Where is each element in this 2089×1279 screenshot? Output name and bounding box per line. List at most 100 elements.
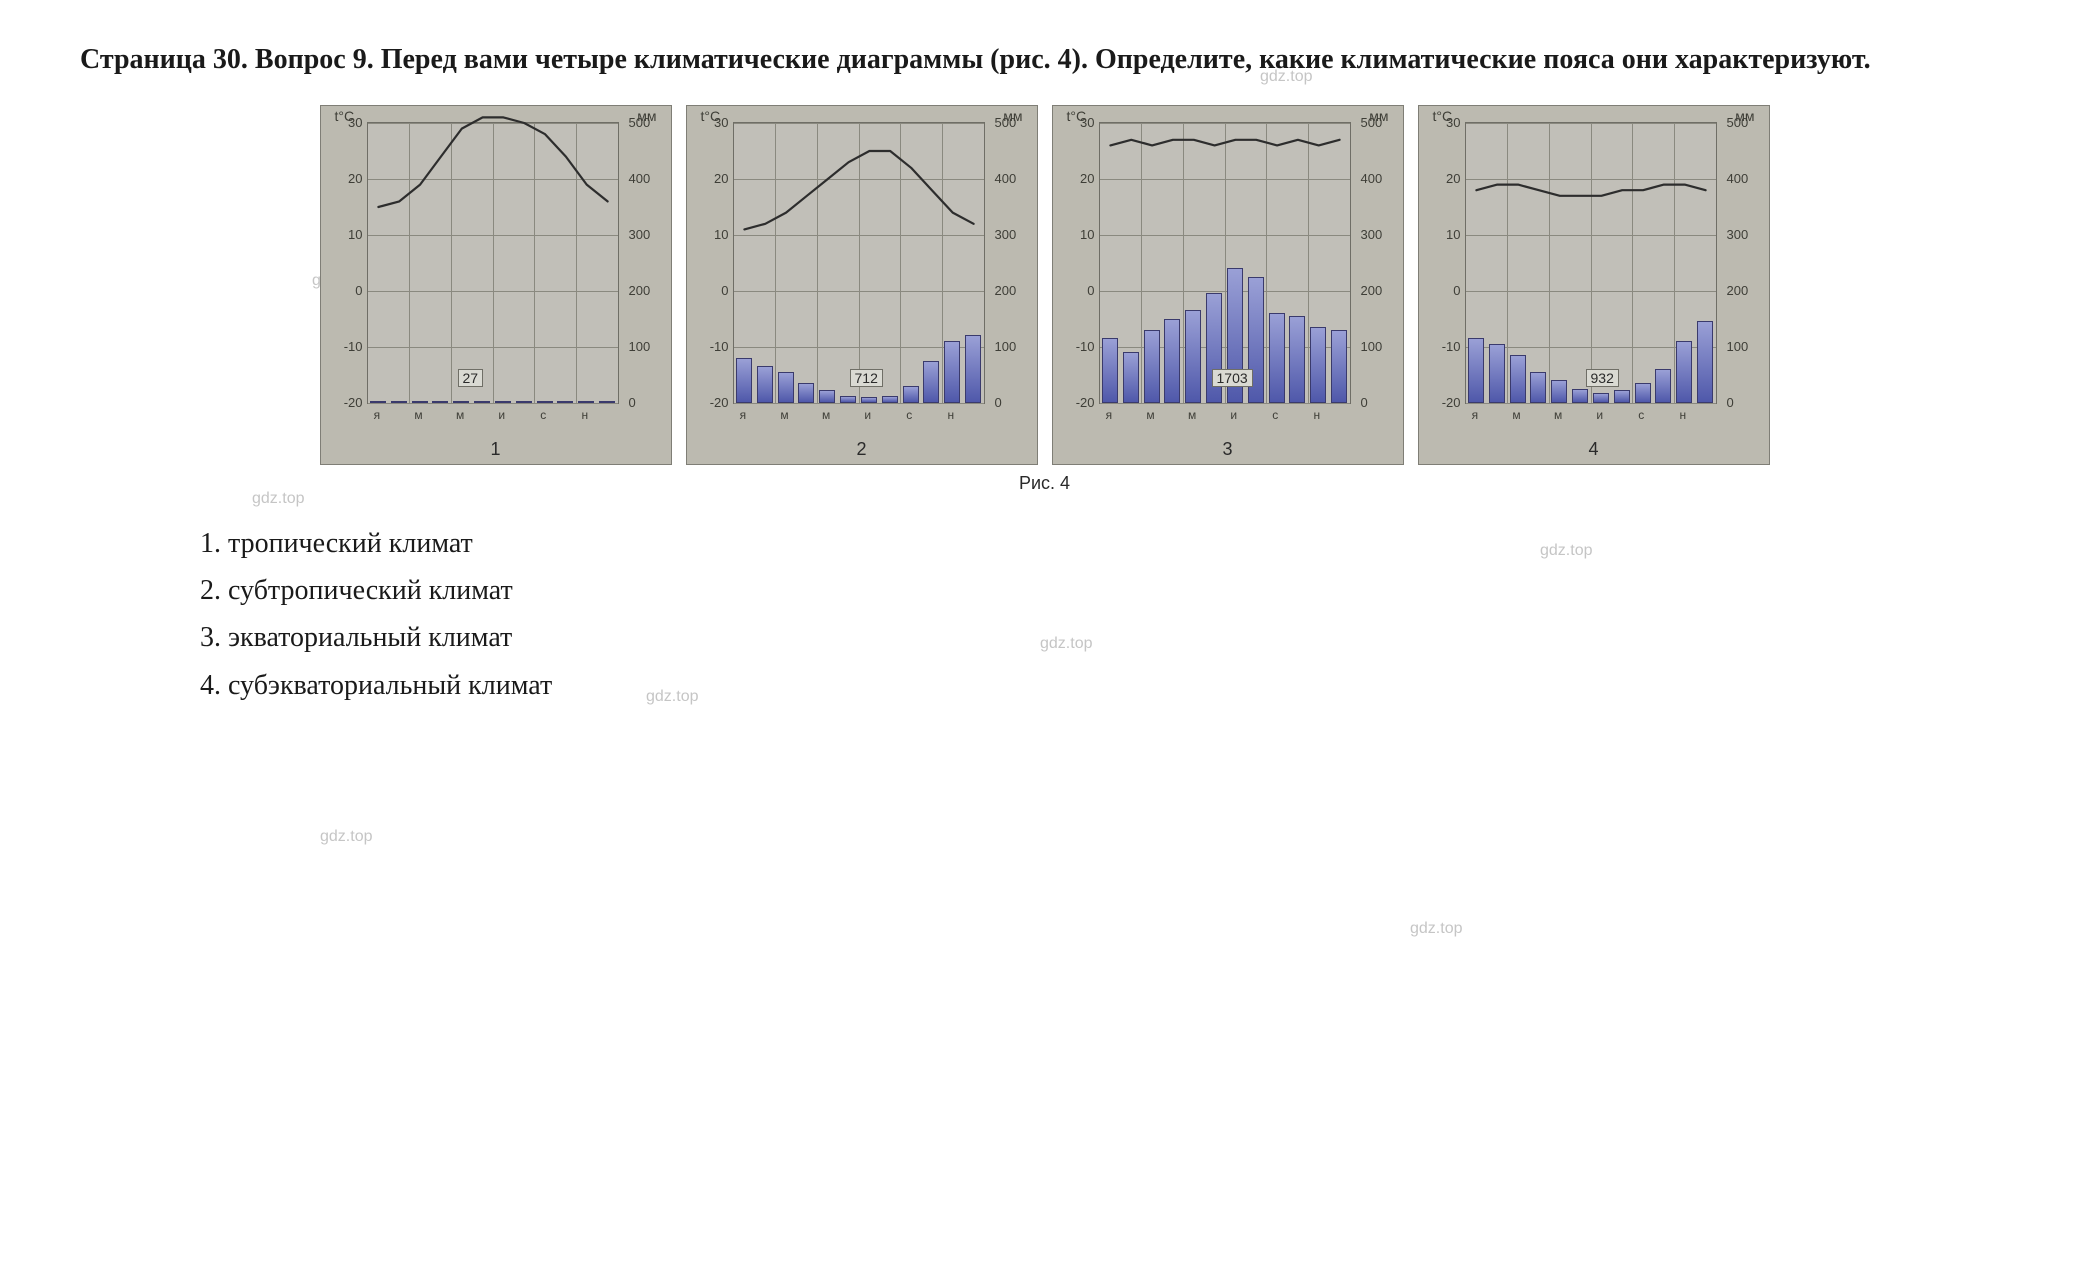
precip-tick: 300	[995, 227, 1035, 242]
precip-bar	[474, 401, 490, 403]
grid-line	[775, 123, 776, 403]
month-label: м	[1182, 408, 1203, 422]
precip-bar	[1489, 344, 1505, 403]
month-label	[1286, 408, 1307, 422]
month-label	[1693, 408, 1714, 422]
month-label: н	[574, 408, 595, 422]
answer-item: 2. субтропический климат	[200, 569, 2009, 612]
month-label	[512, 408, 533, 422]
precip-bar	[516, 401, 532, 403]
precip-bar	[1655, 369, 1671, 403]
grid-line	[859, 123, 860, 403]
month-label: и	[1223, 408, 1244, 422]
temp-tick: -20	[1055, 395, 1095, 410]
grid-line	[1266, 123, 1267, 403]
month-label: и	[491, 408, 512, 422]
precip-tick: 0	[629, 395, 669, 410]
precip-bar	[1185, 310, 1201, 402]
month-label: м	[1506, 408, 1527, 422]
question-text: Страница 30. Вопрос 9. Перед вами четыре…	[80, 44, 1871, 75]
precip-bar	[1269, 313, 1285, 403]
climate-chart-3: t°Cмм3020100-10-2050040030020010001703ям…	[1052, 105, 1404, 465]
precip-tick: 0	[1727, 395, 1767, 410]
month-label	[961, 408, 982, 422]
month-label: н	[940, 408, 961, 422]
temp-tick: 0	[689, 283, 729, 298]
temp-tick: -20	[1421, 395, 1461, 410]
grid-line	[942, 123, 943, 403]
answer-item: 4. субэкваториальный климат	[200, 664, 2009, 707]
grid-line	[1591, 123, 1592, 403]
temp-tick: -10	[323, 339, 363, 354]
precip-bar	[1331, 330, 1347, 403]
temp-tick: 30	[689, 115, 729, 130]
precip-tick: 400	[1361, 171, 1401, 186]
precip-bar	[840, 396, 856, 403]
temp-tick: 0	[1055, 283, 1095, 298]
plot-area: 932	[1465, 122, 1717, 404]
grid-line	[1632, 123, 1633, 403]
month-row: яммисн	[1465, 408, 1715, 422]
month-label: я	[733, 408, 754, 422]
month-label: и	[1589, 408, 1610, 422]
month-label	[878, 408, 899, 422]
precip-tick: 400	[995, 171, 1035, 186]
precip-bar	[1102, 338, 1118, 402]
answer-item: 1. тропический климат	[200, 522, 2009, 565]
precip-bar	[1593, 393, 1609, 403]
month-label: я	[367, 408, 388, 422]
grid-line	[534, 123, 535, 403]
precip-bar	[537, 401, 553, 403]
precip-bar	[1164, 319, 1180, 403]
precip-tick: 0	[1361, 395, 1401, 410]
annual-total: 1703	[1212, 369, 1253, 387]
question-block: Страница 30. Вопрос 9. Перед вами четыре…	[80, 40, 2009, 81]
answer-text: тропический климат	[228, 528, 473, 559]
precip-bar	[1310, 327, 1326, 403]
precip-tick: 100	[1361, 339, 1401, 354]
precip-tick: 200	[1361, 283, 1401, 298]
charts-row: t°Cмм3020100-10-20500400300200100027ямми…	[80, 105, 2009, 465]
watermark: gdz.top	[1410, 920, 1462, 938]
month-label	[470, 408, 491, 422]
climate-chart-2: t°Cмм3020100-10-205004003002001000712ямм…	[686, 105, 1038, 465]
grid-line	[1225, 123, 1226, 403]
plot-area: 712	[733, 122, 985, 404]
month-label	[595, 408, 616, 422]
precip-bar	[557, 401, 573, 403]
grid-line	[900, 123, 901, 403]
temp-tick: -20	[323, 395, 363, 410]
precip-bar	[1510, 355, 1526, 403]
month-label	[1568, 408, 1589, 422]
temp-tick: 0	[323, 283, 363, 298]
temp-tick: 20	[323, 171, 363, 186]
month-row: яммисн	[733, 408, 983, 422]
grid-line	[1674, 123, 1675, 403]
precip-tick: 300	[1361, 227, 1401, 242]
precip-bar	[778, 372, 794, 403]
answer-item: 3. экваториальный климат	[200, 616, 2009, 659]
temp-tick: -10	[1055, 339, 1095, 354]
panel-number: 2	[687, 439, 1037, 460]
temp-tick: 20	[689, 171, 729, 186]
annual-total: 712	[850, 369, 883, 387]
precip-bar	[412, 401, 428, 403]
month-label	[429, 408, 450, 422]
precip-tick: 100	[629, 339, 669, 354]
month-label	[1652, 408, 1673, 422]
precip-tick: 300	[1727, 227, 1767, 242]
grid-line	[1308, 123, 1309, 403]
month-label: я	[1099, 408, 1120, 422]
answer-number: 1.	[200, 528, 228, 559]
grid-line	[576, 123, 577, 403]
precip-tick: 200	[629, 283, 669, 298]
precip-bar	[1635, 383, 1651, 403]
month-label	[1485, 408, 1506, 422]
month-label: м	[1548, 408, 1569, 422]
precip-tick: 500	[1727, 115, 1767, 130]
month-label	[554, 408, 575, 422]
month-label: н	[1672, 408, 1693, 422]
grid-line	[734, 403, 984, 404]
month-label	[387, 408, 408, 422]
temp-tick: 10	[689, 227, 729, 242]
